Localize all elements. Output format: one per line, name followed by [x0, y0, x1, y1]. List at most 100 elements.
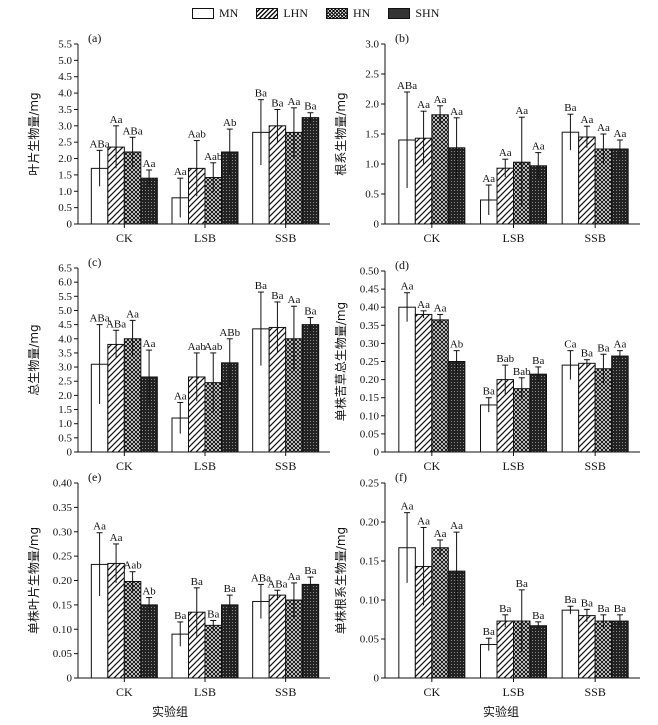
significance-label: ABa: [89, 138, 109, 150]
significance-label: Aa: [143, 158, 156, 170]
significance-label: Ba: [499, 603, 511, 615]
y-tick-label: 4.0: [58, 88, 72, 100]
bar: [431, 114, 449, 225]
significance-label: Ba: [174, 610, 186, 622]
y-tick-label: 1.5: [365, 129, 379, 141]
panel-label: (f): [395, 470, 407, 484]
y-axis-title: 单株叶片生物量/mg: [26, 527, 41, 634]
y-tick-label: 0: [67, 673, 73, 685]
y-tick-label: 0.30: [360, 338, 380, 350]
bar: [611, 355, 629, 453]
significance-label: ABa: [89, 313, 109, 325]
legend-swatch-hatch: [256, 8, 279, 19]
y-tick-label: 0: [374, 219, 380, 231]
bar: [301, 117, 320, 225]
y-tick-label: 0.25: [53, 551, 73, 563]
legend-swatch-white: [192, 8, 214, 19]
significance-label: ABa: [122, 125, 142, 137]
bar: [578, 615, 596, 679]
y-tick-label: 0.05: [360, 634, 380, 646]
x-axis-title-left: 实验组: [152, 704, 188, 719]
legend-label: HN: [353, 6, 371, 20]
significance-label: ABb: [219, 327, 240, 339]
significance-label: Ba: [532, 610, 544, 622]
x-tick-label: LSB: [502, 231, 524, 245]
x-tick-label: LSB: [502, 459, 524, 473]
y-axis-title: 单株根系生物量/mg: [333, 527, 348, 634]
y-tick-label: 4.0: [58, 333, 72, 345]
significance-label: Aa: [532, 141, 545, 153]
significance-label: Ba: [271, 97, 283, 109]
y-axis-title: 根系生物量/mg: [334, 92, 348, 175]
bar: [529, 625, 547, 679]
significance-label: Aa: [515, 105, 528, 117]
significance-label: Aab: [188, 129, 207, 141]
panel-label: (b): [395, 31, 409, 45]
x-tick-label: LSB: [502, 685, 524, 699]
bar: [496, 620, 514, 679]
x-tick-label: CK: [423, 685, 440, 699]
significance-label: Aa: [401, 501, 414, 513]
bar: [301, 583, 320, 679]
significance-label: Ba: [581, 348, 593, 360]
y-tick-label: 0.40: [360, 302, 380, 314]
y-tick-label: 0.35: [360, 320, 380, 332]
y-tick-label: 1.0: [58, 186, 72, 198]
y-tick-label: 2.5: [58, 137, 72, 149]
chart-panels: 0 0.5 1.0 1.5 2.0 2.5 3.0 3.5 4.0 4.5 5.0 5.5 (a) 叶片生…: [26, 31, 640, 699]
significance-label: Ab: [142, 586, 156, 598]
significance-label: Aa: [288, 571, 301, 583]
legend: MN LHN HN SHN: [192, 6, 439, 21]
y-tick-label: 3.0: [58, 120, 72, 132]
significance-label: Bab: [513, 366, 531, 378]
significance-label: Aa: [482, 173, 495, 185]
legend-item-hn: HN: [326, 6, 370, 21]
significance-label: Ca: [564, 339, 576, 351]
significance-label: Aa: [93, 521, 106, 533]
significance-label: Aa: [174, 390, 187, 402]
y-tick-label: 6.0: [58, 277, 72, 289]
significance-label: Ba: [597, 342, 609, 354]
x-tick-label: LSB: [194, 459, 216, 473]
bar: [529, 373, 547, 453]
y-tick-label: 0.20: [360, 517, 380, 529]
bar: [301, 324, 320, 453]
x-tick-label: CK: [116, 459, 133, 473]
significance-label: Ba: [224, 583, 236, 595]
panel-label: (a): [88, 31, 101, 45]
panel-label: (d): [395, 258, 409, 272]
y-tick-label: 0: [67, 219, 73, 231]
legend-swatch-dense: [388, 8, 411, 19]
y-tick-label: 0.15: [360, 392, 380, 404]
significance-label: Ba: [581, 597, 593, 609]
y-tick-label: 3.5: [58, 104, 72, 116]
y-tick-label: 0: [67, 447, 73, 459]
y-tick-label: 0.40: [53, 478, 73, 490]
significance-label: Aa: [417, 299, 430, 311]
legend-item-lhn: LHN: [256, 6, 308, 21]
x-tick-label: CK: [116, 685, 133, 699]
y-tick-label: 3.5: [58, 347, 72, 359]
bar: [414, 313, 433, 453]
bar: [123, 580, 142, 679]
y-tick-label: 5.5: [58, 39, 72, 51]
y-tick-label: 0: [374, 673, 380, 685]
y-tick-label: 1.0: [365, 159, 379, 171]
y-tick-label: 0.10: [360, 410, 380, 422]
y-tick-label: 0.10: [53, 624, 73, 636]
y-tick-label: 0: [374, 447, 380, 459]
y-tick-label: 0.25: [360, 478, 380, 490]
significance-label: Ba: [614, 603, 626, 615]
significance-label: Bab: [496, 353, 514, 365]
significance-label: Aa: [434, 528, 447, 540]
significance-label: Aa: [614, 128, 627, 140]
bar: [107, 343, 125, 453]
significance-label: Aa: [434, 302, 447, 314]
y-tick-label: 4.5: [58, 319, 72, 331]
significance-label: Aab: [123, 560, 142, 572]
y-tick-label: 0.45: [360, 284, 380, 296]
significance-label: Aa: [401, 281, 414, 293]
bar: [398, 306, 416, 453]
significance-label: Aab: [204, 151, 223, 163]
panel-label: (c): [88, 255, 101, 269]
